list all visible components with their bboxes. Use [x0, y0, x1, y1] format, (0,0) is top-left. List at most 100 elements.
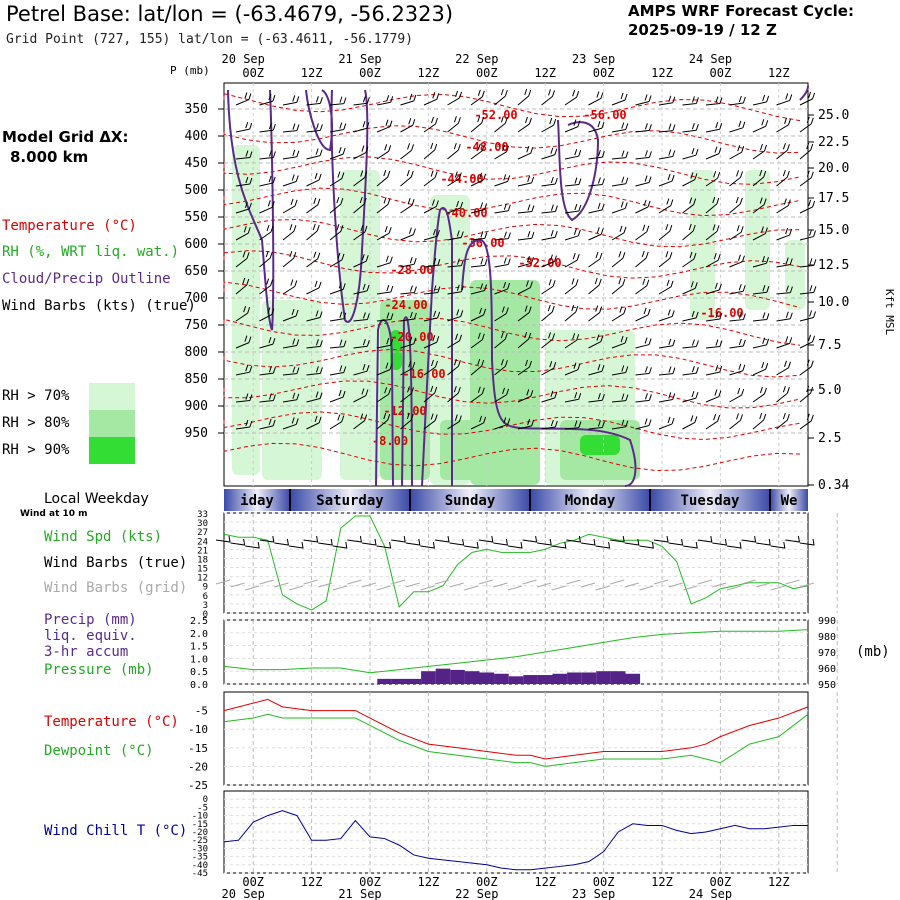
time-tick-label-top: 00Z	[359, 66, 381, 80]
wind-barb	[329, 414, 345, 430]
wind-barb	[799, 170, 814, 187]
wind-barb	[635, 199, 651, 214]
temperature-contour-line	[223, 187, 801, 217]
wind-barb	[729, 196, 743, 214]
wind-barb	[353, 413, 368, 430]
wind-barb	[564, 177, 582, 187]
temp-tick-label: -5	[195, 705, 208, 718]
pressure-tick-label: 900	[185, 399, 208, 414]
wind-barb	[611, 306, 627, 322]
wind-barb-grid	[653, 579, 669, 585]
wind-barb	[588, 177, 605, 187]
time-tick-label-bottom: 12Z	[534, 875, 556, 889]
pressure-tick-label: 450	[185, 156, 208, 171]
wind-barb	[564, 203, 582, 214]
rh-swatch	[89, 383, 135, 410]
wind-barb	[588, 150, 605, 160]
wind-barb	[658, 309, 675, 322]
wind-tick-label: 33	[197, 510, 208, 520]
chill-tick-label: -15	[192, 820, 208, 830]
wind-barb	[235, 150, 253, 160]
wind-barb	[517, 88, 532, 106]
time-tick-label-bottom: 12Z	[301, 875, 323, 889]
wind-barb	[423, 413, 438, 430]
wind-barb	[729, 312, 746, 322]
wind-barb	[423, 199, 439, 214]
kft-tick-label: 20.0	[818, 161, 849, 176]
wind-barb	[682, 366, 699, 376]
wind-barb	[400, 143, 415, 160]
date-label-bottom: 23 Sep	[572, 887, 615, 900]
wind-barb	[682, 415, 698, 430]
wind-barb	[353, 254, 369, 268]
wind-barb	[658, 223, 673, 241]
wind-barb	[282, 338, 300, 349]
temperature-contour-label: -16.00	[402, 367, 445, 381]
wind-barb	[235, 365, 253, 376]
temperature-contour-label: -44.00	[440, 172, 483, 186]
page-title: Petrel Base: lat/lon = (-63.4679, -56.23…	[6, 2, 454, 26]
wind-barb	[658, 95, 676, 106]
wind-barb-10m	[551, 541, 567, 549]
wind-barb	[376, 362, 393, 376]
wind-barb	[588, 334, 604, 349]
date-label-bottom: 22 Sep	[455, 887, 498, 900]
wind-barb	[752, 312, 770, 322]
wind-barb	[611, 92, 628, 106]
wind-barb	[611, 201, 628, 214]
legend-rh70: RH > 70%	[2, 388, 70, 404]
wind-barb	[752, 143, 767, 160]
wind-tick-label: 18	[197, 555, 208, 565]
weekday-name: We	[781, 493, 798, 509]
wind-chill-line	[223, 810, 808, 871]
wind-tick-label: 21	[197, 546, 208, 556]
weekday-name: Monday	[565, 493, 616, 509]
time-tick-label-top: 00Z	[710, 66, 732, 80]
wind-barb	[517, 116, 532, 133]
wind-barb	[729, 225, 744, 241]
wind-barb	[306, 251, 321, 268]
precip-bar	[596, 671, 611, 684]
wind-barb	[376, 225, 392, 241]
wind-barb-10m	[420, 541, 436, 549]
wind-barb-grid	[799, 582, 815, 588]
wind-speed-line	[223, 515, 809, 611]
wind-barb-10m	[624, 538, 640, 546]
wind-barb	[658, 198, 674, 214]
pressure-tick-label: 400	[185, 129, 208, 144]
legend-temp-line: Temperature (°C)	[44, 714, 179, 730]
precip-bar	[537, 675, 553, 684]
wind-barb	[517, 146, 534, 160]
wind-barb	[635, 278, 650, 295]
wind-barb	[282, 279, 298, 295]
time-tick-label-bottom: 00Z	[710, 875, 732, 889]
wind-barb	[658, 366, 676, 376]
wind-barb	[611, 150, 629, 160]
wind-barb	[658, 251, 673, 268]
wind-tick-label: 27	[197, 528, 208, 538]
wind-barb-grid	[449, 582, 464, 588]
wind-barb	[470, 415, 487, 430]
wind-barb	[353, 388, 369, 403]
wind-barb-10m	[756, 538, 771, 546]
wind-barb	[376, 338, 394, 349]
temperature-contour-line	[223, 218, 801, 248]
wind-barb	[400, 285, 417, 295]
date-label-top: 22 Sep	[455, 52, 498, 66]
wind-barb-grid	[639, 585, 654, 591]
wind-barb-grid	[259, 579, 274, 585]
wind-barb	[799, 359, 814, 376]
wind-barb	[588, 305, 603, 322]
rh-region	[785, 240, 805, 310]
wind-barb	[564, 304, 579, 322]
wind-barb	[447, 333, 463, 349]
wind-barb	[799, 199, 816, 214]
wind-barbs-10m	[215, 535, 815, 591]
wind-barb	[329, 311, 347, 322]
pressure-tick-label: 600	[185, 237, 208, 252]
wind-barb-10m	[405, 538, 421, 546]
chill-tick-label: -45	[192, 869, 208, 879]
wind-barb	[353, 196, 367, 214]
wind-barb	[564, 362, 581, 376]
